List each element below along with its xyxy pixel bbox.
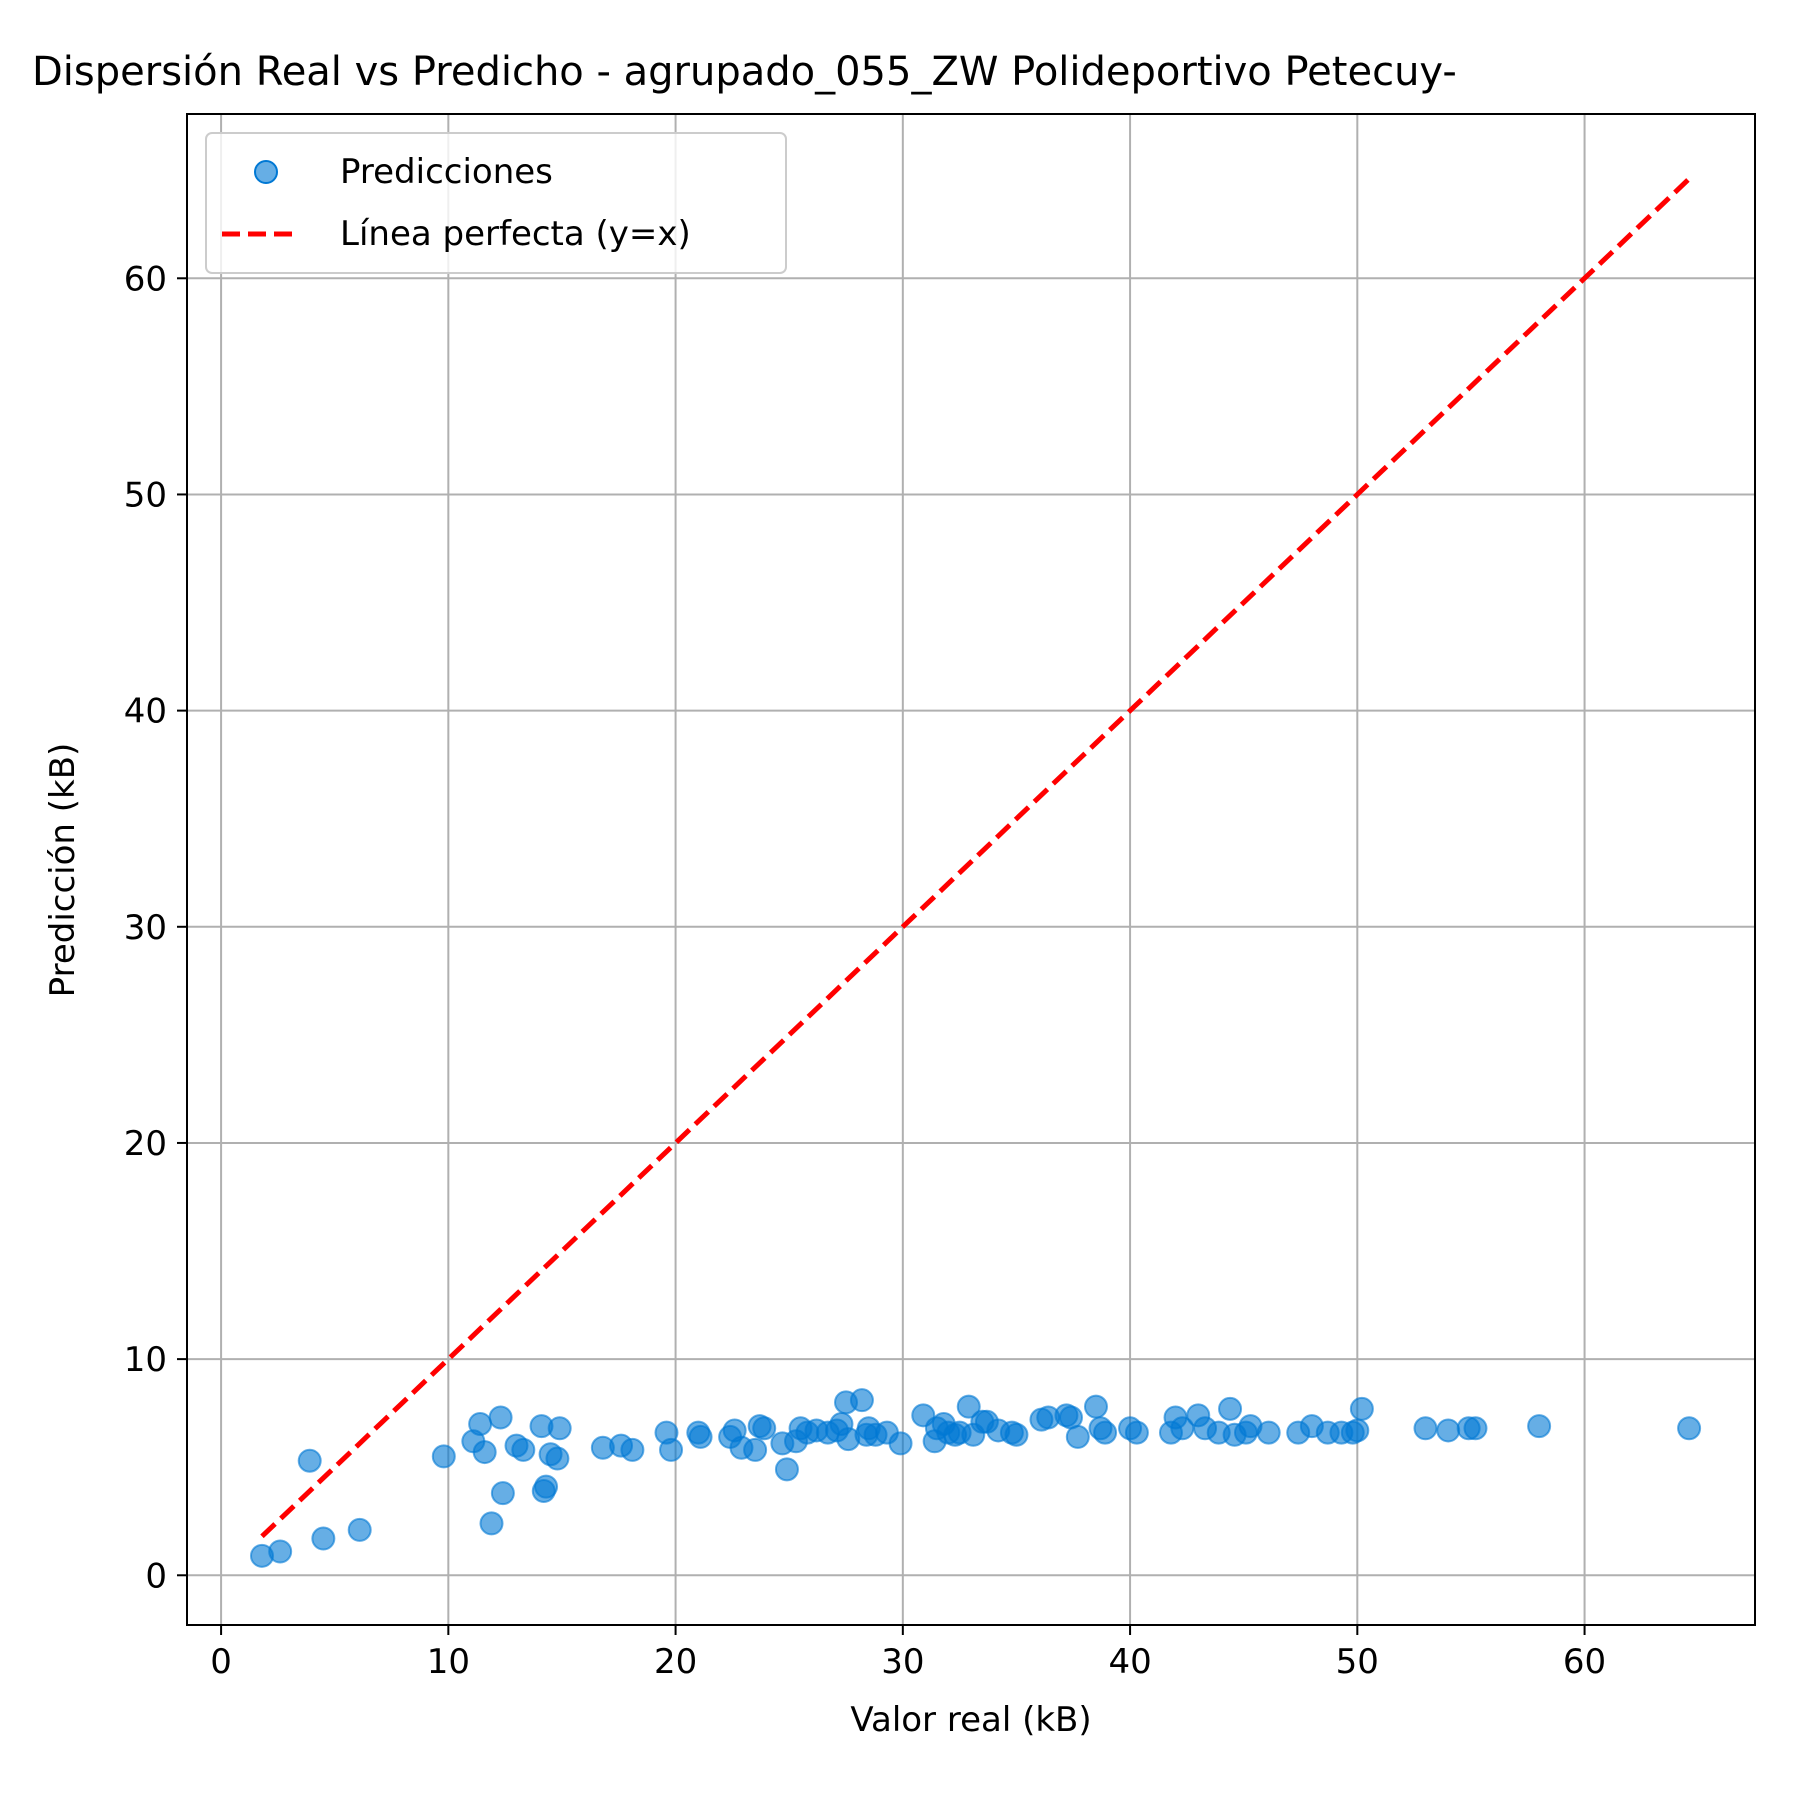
y-tick-label: 40	[124, 692, 167, 732]
data-point	[1413, 1416, 1438, 1441]
grid-lines	[187, 114, 1755, 1625]
data-point	[1349, 1396, 1374, 1421]
data-point	[431, 1444, 456, 1469]
data-point	[849, 1388, 874, 1413]
data-point	[1124, 1420, 1149, 1445]
data-point	[888, 1431, 913, 1456]
chart-title: Dispersión Real vs Predicho - agrupado_0…	[32, 49, 1457, 95]
y-tick-label: 30	[124, 908, 167, 948]
data-point	[479, 1511, 504, 1536]
data-point	[297, 1448, 322, 1473]
data-point	[468, 1411, 493, 1436]
data-point	[534, 1474, 559, 1499]
data-point	[311, 1526, 336, 1551]
legend: Predicciones Línea perfecta (y=x)	[205, 132, 787, 274]
y-tick-label: 50	[124, 475, 167, 515]
y-tick-label: 20	[124, 1124, 167, 1164]
prediction-points	[249, 1388, 1702, 1568]
x-tick-label: 60	[1563, 1642, 1606, 1682]
data-point	[752, 1416, 777, 1441]
data-point	[488, 1405, 513, 1430]
data-point	[268, 1539, 293, 1564]
data-point	[1677, 1416, 1702, 1441]
data-point	[688, 1424, 713, 1449]
x-tick-label: 0	[210, 1642, 232, 1682]
data-point	[1004, 1422, 1029, 1447]
data-point	[1463, 1416, 1488, 1441]
x-tick-label: 50	[1336, 1642, 1379, 1682]
perfect-line	[260, 177, 1691, 1539]
x-tick-label: 40	[1108, 1642, 1151, 1682]
data-point	[547, 1416, 572, 1441]
data-point	[1256, 1420, 1281, 1445]
data-point	[743, 1437, 768, 1462]
x-tick-label: 30	[881, 1642, 924, 1682]
y-tick-label: 10	[124, 1340, 167, 1380]
data-point	[472, 1440, 497, 1465]
perfect-line-layer	[260, 177, 1691, 1539]
data-point	[511, 1437, 536, 1462]
plot-frame	[186, 113, 1756, 1626]
y-axis-label: Predicción (kB)	[43, 743, 83, 998]
data-point	[1527, 1414, 1552, 1439]
data-point	[1436, 1418, 1461, 1443]
data-point	[956, 1394, 981, 1419]
y-axis-ticks: 0 10 20 30 40 50 60	[124, 259, 187, 1596]
legend-label-predicciones: Predicciones	[340, 152, 553, 192]
x-axis-ticks: 0 10 20 30 40 50 60	[210, 1625, 1606, 1682]
data-point	[1345, 1418, 1370, 1443]
data-point	[1065, 1424, 1090, 1449]
x-tick-label: 20	[654, 1642, 697, 1682]
x-tick-label: 10	[427, 1642, 470, 1682]
data-point	[545, 1446, 570, 1471]
legend-label-perfect-line: Línea perfecta (y=x)	[340, 214, 691, 254]
data-point	[1093, 1420, 1118, 1445]
y-tick-label: 60	[124, 259, 167, 299]
x-axis-label: Valor real (kB)	[850, 1700, 1091, 1740]
data-point	[774, 1457, 799, 1482]
data-point	[1218, 1396, 1243, 1421]
legend-marker-predicciones	[254, 160, 278, 184]
legend-box	[205, 132, 787, 274]
data-point	[347, 1517, 372, 1542]
data-point	[1083, 1394, 1108, 1419]
y-tick-label: 0	[145, 1556, 167, 1596]
data-point	[620, 1437, 645, 1462]
data-point	[659, 1437, 684, 1462]
data-point	[490, 1481, 515, 1506]
